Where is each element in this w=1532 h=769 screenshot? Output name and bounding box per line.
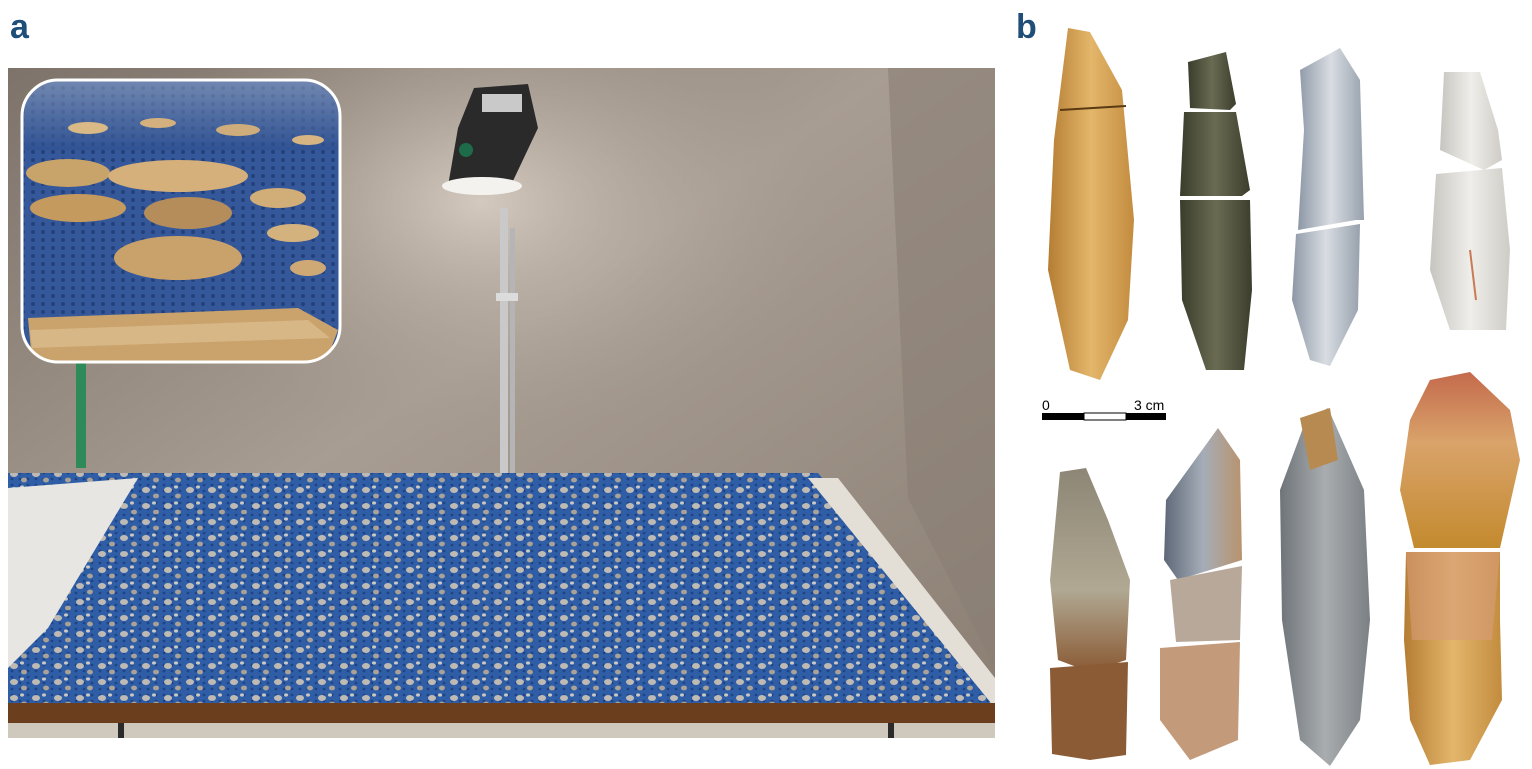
scale-bar-end-label: 3 cm — [1134, 397, 1164, 413]
blade-8 — [1400, 372, 1520, 765]
panel-label-a: a — [10, 8, 29, 46]
blade-4 — [1430, 72, 1510, 330]
blade-6 — [1160, 428, 1242, 760]
panel-label-b: b — [1016, 8, 1037, 46]
scale-bar-start-label: 0 — [1042, 397, 1050, 413]
blade-7 — [1280, 408, 1370, 766]
scale-bar: 0 3 cm — [1042, 397, 1166, 421]
blade-3 — [1292, 48, 1364, 366]
blade-2 — [1180, 52, 1252, 370]
inset-closeup-photo — [20, 78, 342, 364]
photo-artifact-table — [8, 68, 995, 738]
artifact-blades-figure: 0 3 cm — [1030, 20, 1530, 769]
blade-5 — [1050, 468, 1130, 760]
blade-1 — [1048, 28, 1134, 380]
